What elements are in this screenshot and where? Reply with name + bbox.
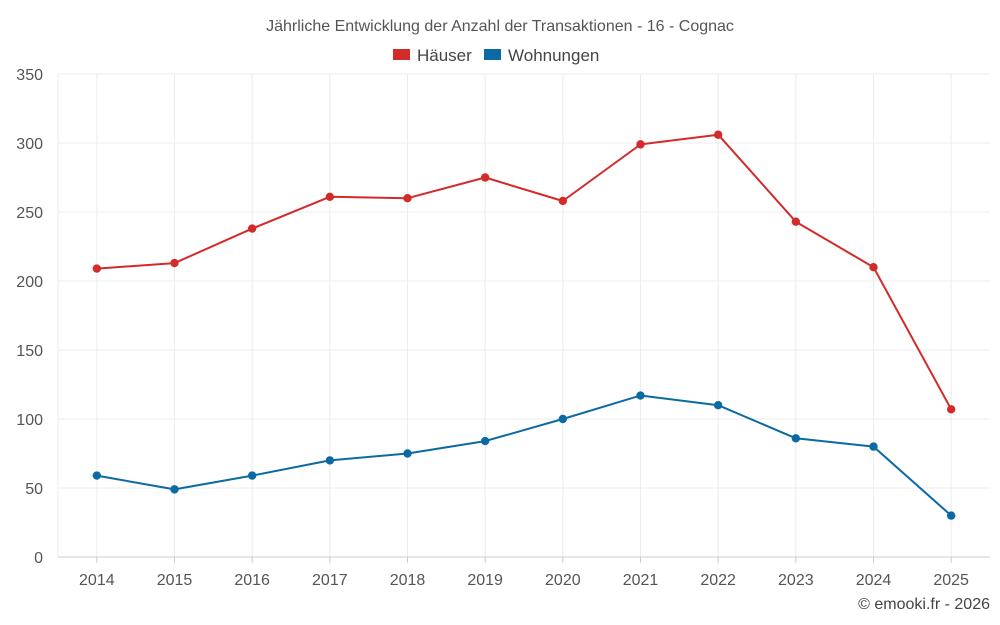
x-tick-label: 2016 <box>234 572 270 589</box>
data-point-0-9[interactable] <box>791 217 801 226</box>
x-tick-label: 2021 <box>623 572 659 589</box>
y-tick-label: 150 <box>16 343 43 360</box>
legend: Häuser Wohnungen <box>393 46 599 65</box>
y-tick-label: 250 <box>16 205 43 222</box>
x-tick-label: 2014 <box>79 572 115 589</box>
data-point-0-8[interactable] <box>713 130 723 139</box>
series-line-1 <box>96 394 952 517</box>
data-point-1-7[interactable] <box>636 391 645 400</box>
x-tick-label: 2017 <box>312 572 348 589</box>
x-tick-label: 2019 <box>467 572 503 589</box>
y-tick-label: 100 <box>16 412 43 429</box>
chart-title: Jährliche Entwicklung der Anzahl der Tra… <box>266 18 734 35</box>
data-point-1-1[interactable] <box>170 485 179 494</box>
data-point-1-11[interactable] <box>946 511 956 520</box>
data-point-1-9[interactable] <box>791 434 801 443</box>
y-tick-label: 0 <box>34 550 43 567</box>
data-point-1-5[interactable] <box>480 436 490 446</box>
legend-swatch-haeuser <box>393 49 410 60</box>
x-tick-label: 2018 <box>390 572 426 589</box>
data-point-1-10[interactable] <box>869 442 878 451</box>
x-tick-label: 2024 <box>856 572 892 589</box>
series-line-0 <box>96 133 953 410</box>
data-point-0-10[interactable] <box>869 263 878 272</box>
x-tick-label: 2025 <box>933 572 969 589</box>
data-point-0-3[interactable] <box>325 192 335 202</box>
data-point-0-6[interactable] <box>558 196 568 206</box>
y-axis-ticks: 0 50 100 150 200 250 300 350 <box>16 67 43 567</box>
data-point-0-5[interactable] <box>480 173 490 182</box>
series <box>92 130 956 520</box>
data-point-0-0[interactable] <box>92 264 102 273</box>
x-tick-label: 2022 <box>700 572 736 589</box>
data-point-1-0[interactable] <box>92 471 102 480</box>
grid <box>57 73 990 558</box>
y-tick-label: 200 <box>16 274 43 291</box>
y-tick-label: 50 <box>25 481 43 498</box>
legend-label-haeuser: Häuser <box>417 46 472 65</box>
data-point-1-6[interactable] <box>558 414 568 424</box>
credit-text: © emooki.fr - 2026 <box>858 596 990 613</box>
legend-label-wohnungen: Wohnungen <box>508 46 599 65</box>
x-tick-label: 2020 <box>545 572 581 589</box>
data-point-0-2[interactable] <box>247 224 257 233</box>
data-point-0-7[interactable] <box>636 140 645 149</box>
legend-swatch-wohnungen <box>484 49 501 60</box>
x-tick-label: 2023 <box>778 572 814 589</box>
x-axis-ticks: 2014 2015 2016 2017 2018 2019 2020 2021 2022 2023… <box>79 557 969 589</box>
data-point-0-11[interactable] <box>946 405 956 414</box>
data-point-1-8[interactable] <box>713 401 723 410</box>
data-point-0-1[interactable] <box>170 258 179 268</box>
data-point-1-4[interactable] <box>403 449 412 458</box>
y-tick-label: 350 <box>16 67 43 84</box>
y-tick-label: 300 <box>16 136 43 153</box>
data-point-1-3[interactable] <box>325 456 335 465</box>
data-point-1-2[interactable] <box>247 471 257 480</box>
data-point-0-4[interactable] <box>403 194 412 203</box>
x-tick-label: 2015 <box>157 572 193 589</box>
